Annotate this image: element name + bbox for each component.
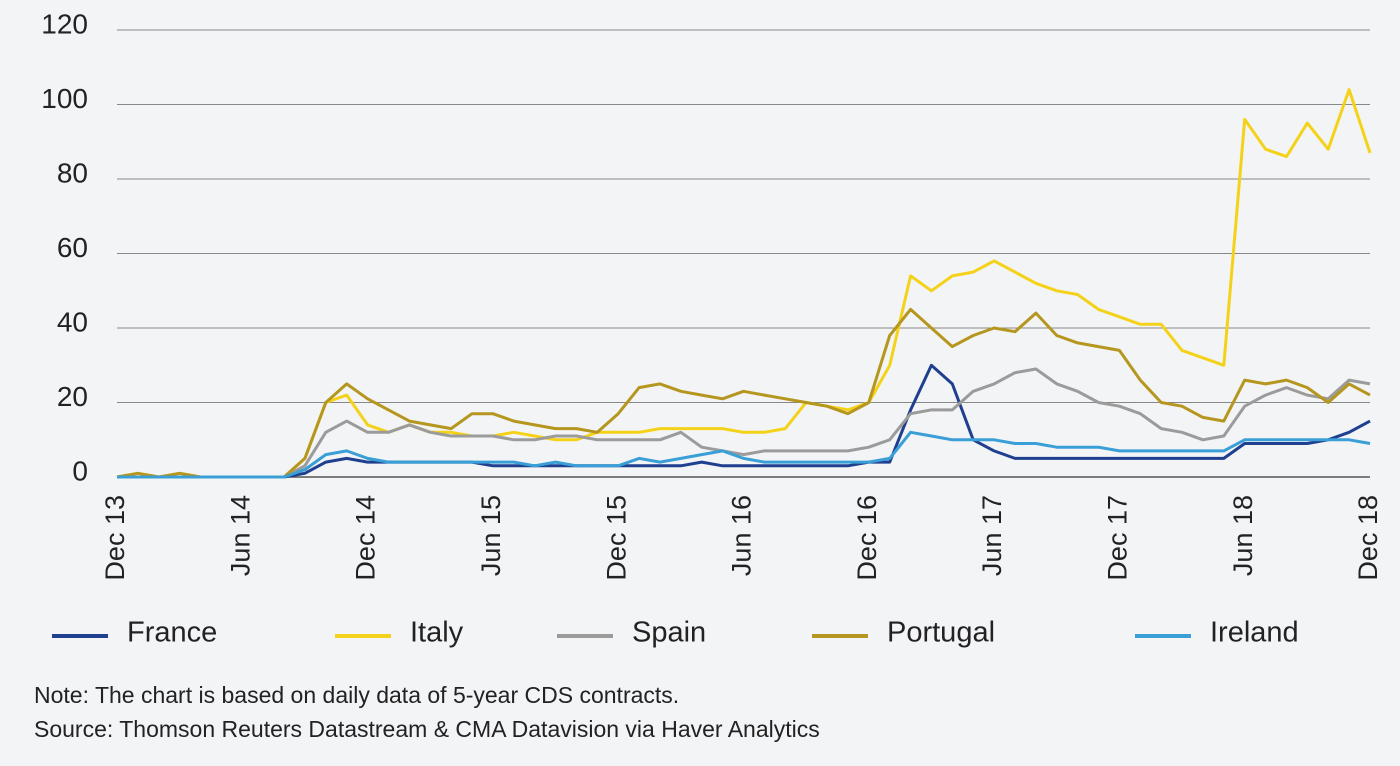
- y-tick-label: 120: [41, 8, 88, 39]
- legend-label: Portugal: [887, 617, 995, 649]
- legend-label: Spain: [632, 617, 706, 649]
- x-tick-label: Dec 15: [601, 495, 631, 581]
- source: Source: Thomson Reuters Datastream & CMA…: [34, 716, 820, 742]
- x-tick-label: Jun 16: [727, 495, 757, 576]
- x-tick-label: Jun 15: [476, 495, 506, 576]
- y-tick-label: 40: [57, 306, 88, 337]
- y-tick-label: 60: [57, 232, 88, 263]
- series-line: [117, 363, 1371, 479]
- legend-label: Italy: [410, 617, 464, 649]
- x-tick-label: Jun 14: [225, 495, 255, 576]
- series-line: [116, 307, 1371, 479]
- note: Note: The chart is based on daily data o…: [34, 682, 679, 708]
- x-tick-label: Dec 13: [100, 495, 130, 581]
- x-tick-label: Dec 17: [1103, 495, 1133, 581]
- x-tick-label: Dec 14: [351, 495, 381, 581]
- series-line: [117, 367, 1371, 479]
- y-tick-label: 100: [41, 83, 88, 114]
- y-tick-label: 20: [57, 381, 88, 412]
- legend-label: France: [127, 617, 217, 649]
- x-tick-label: Dec 18: [1353, 495, 1383, 581]
- series-line: [117, 430, 1371, 479]
- series-line: [116, 88, 1372, 479]
- x-tick-label: Dec 16: [852, 495, 882, 581]
- y-tick-label: 0: [72, 455, 88, 486]
- x-tick-label: Jun 18: [1228, 495, 1258, 576]
- legend-label: Ireland: [1210, 617, 1299, 649]
- x-tick-label: Jun 17: [977, 495, 1007, 576]
- y-tick-label: 80: [57, 157, 88, 188]
